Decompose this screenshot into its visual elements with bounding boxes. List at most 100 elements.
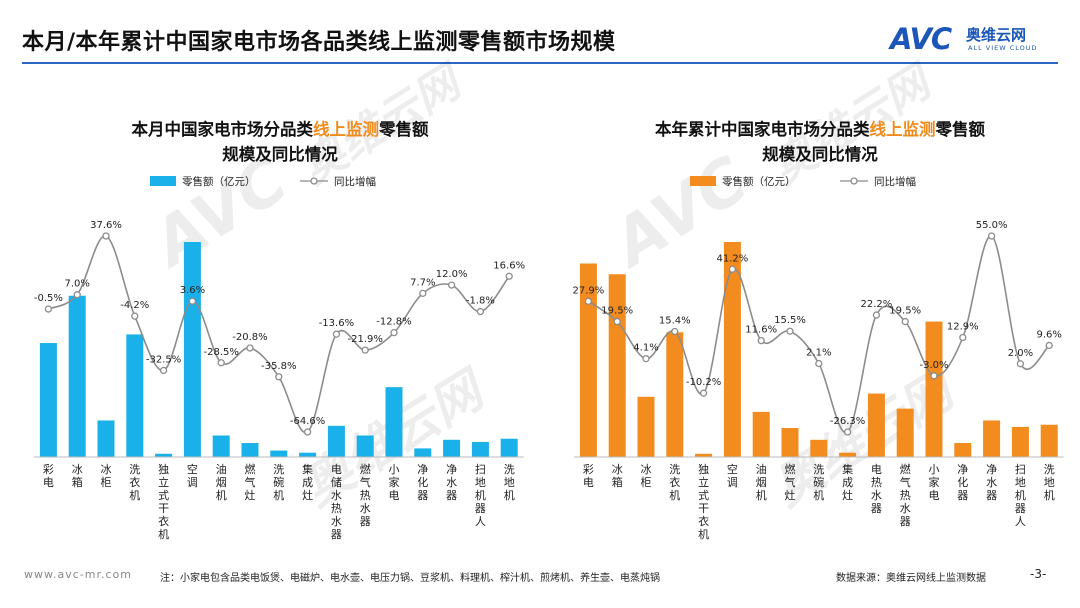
bar-5 <box>723 242 741 457</box>
growth-marker-11 <box>361 346 369 354</box>
bar-2 <box>637 396 655 457</box>
bar-4 <box>695 453 713 457</box>
logo-avc-text: AVC <box>890 22 952 56</box>
growth-label-7: -20.8% <box>232 332 267 343</box>
growth-marker-0 <box>44 305 53 313</box>
legend-line-marker <box>850 177 858 185</box>
category-label-6: 油烟机 <box>216 462 227 502</box>
legend-bar-label: 零售额（亿元） <box>722 175 796 188</box>
growth-marker-13 <box>959 333 967 342</box>
category-label-7: 燃气灶 <box>785 462 796 502</box>
growth-label-1: 19.5% <box>601 306 633 317</box>
bar-1 <box>608 274 626 457</box>
chart-title: 本年累计中国家电市场分品类线上监测零售额 <box>600 118 1040 142</box>
bar-16 <box>1040 424 1058 457</box>
growth-marker-8 <box>275 373 283 381</box>
category-label-14: 净水器 <box>986 462 997 502</box>
growth-marker-7 <box>786 327 794 335</box>
chart-title-part2: 零售额 <box>935 120 986 139</box>
category-label-6: 油烟机 <box>756 462 767 502</box>
logo-english-text: ALL VIEW CLOUD <box>968 44 1038 52</box>
growth-label-11: -21.9% <box>348 334 383 345</box>
bar-6 <box>212 435 230 457</box>
growth-label-14: 55.0% <box>976 220 1008 231</box>
bar-16 <box>500 438 518 457</box>
growth-marker-6 <box>217 359 225 367</box>
growth-marker-10 <box>872 311 881 319</box>
growth-marker-7 <box>246 344 254 352</box>
growth-label-2: 4.1% <box>633 343 658 354</box>
growth-marker-11 <box>901 317 909 326</box>
growth-marker-4 <box>159 366 168 375</box>
bar-8 <box>270 450 288 457</box>
growth-label-11: 19.5% <box>889 306 921 317</box>
bar-0 <box>39 343 57 457</box>
ytd-chart-panel: 本年累计中国家电市场分品类线上监测零售额 规模及同比情况 零售额（亿元） 同比增幅… <box>540 110 1080 550</box>
category-label-16: 洗地机 <box>504 463 515 502</box>
category-label-3: 洗衣机 <box>669 463 680 502</box>
legend-line-label: 同比增幅 <box>334 175 376 188</box>
category-label-10: 电储水热水器 <box>331 463 342 541</box>
category-label-7: 燃气灶 <box>245 462 256 502</box>
growth-marker-15 <box>1016 360 1025 368</box>
bar-14 <box>443 439 461 457</box>
bar-9 <box>299 452 317 457</box>
legend-line-label: 同比增幅 <box>874 175 916 188</box>
category-label-1: 冰箱 <box>72 463 83 489</box>
growth-label-6: 11.6% <box>745 325 777 336</box>
category-label-9: 集成灶 <box>842 462 853 502</box>
growth-marker-9 <box>843 428 852 436</box>
growth-marker-4 <box>699 389 708 397</box>
monthly-bar-line-chart: 零售额（亿元） 同比增幅 -0.5%7.0% 37.6% -4.2% -32.5% 3.6%… <box>34 175 525 541</box>
category-label-0: 彩电 <box>583 463 594 489</box>
growth-label-7: 15.5% <box>774 315 806 326</box>
growth-marker-0 <box>584 297 593 305</box>
bar-7 <box>241 443 259 457</box>
growth-marker-12 <box>390 329 398 337</box>
bar-11 <box>356 435 374 457</box>
growth-marker-10 <box>332 330 341 338</box>
growth-marker-16 <box>505 272 513 280</box>
title-divider <box>22 62 1058 64</box>
category-label-13: 净化器 <box>957 462 968 502</box>
bar-6 <box>752 411 770 457</box>
growth-marker-8 <box>815 359 823 368</box>
growth-label-12: -12.8% <box>376 317 411 328</box>
category-label-0: 彩电 <box>43 463 54 489</box>
legend-bar-swatch <box>150 176 176 186</box>
category-label-11: 燃气热水器 <box>900 462 911 528</box>
page-number: -3- <box>1030 567 1047 581</box>
growth-marker-14 <box>447 281 456 289</box>
chart-title-part1: 本年累计中国家电市场分品类 <box>655 120 870 139</box>
bar-9 <box>839 452 857 457</box>
growth-marker-3 <box>131 312 139 320</box>
footer-url[interactable]: www.avc-mr.com <box>24 568 132 581</box>
bar-2 <box>97 420 115 457</box>
growth-marker-1 <box>613 317 621 326</box>
category-label-5: 空调 <box>187 462 198 489</box>
bar-11 <box>896 408 914 457</box>
growth-label-2: 37.6% <box>90 220 122 231</box>
category-label-13: 净化器 <box>417 462 428 502</box>
bar-1 <box>68 295 86 457</box>
growth-marker-5 <box>188 297 197 305</box>
growth-marker-12 <box>930 372 938 380</box>
category-label-3: 洗衣机 <box>129 463 140 502</box>
category-label-14: 净水器 <box>446 462 457 502</box>
bar-7 <box>781 427 799 457</box>
category-label-2: 冰柜 <box>641 463 652 489</box>
chart-legend: 零售额（亿元） 同比增幅 <box>690 175 916 188</box>
growth-marker-5 <box>728 265 737 273</box>
growth-label-15: -1.8% <box>466 296 495 307</box>
category-label-8: 洗碗机 <box>273 463 284 502</box>
chart-subtitle: 规模及同比情况 <box>222 145 338 164</box>
category-label-4: 独立式干衣机 <box>698 463 709 541</box>
growth-label-0: 27.9% <box>573 285 605 296</box>
chart-title-highlight: 线上监测 <box>869 120 936 139</box>
bar-12 <box>385 387 403 457</box>
legend-bar-swatch <box>690 176 716 186</box>
growth-marker-1 <box>73 291 81 299</box>
growth-label-12: -3.0% <box>919 360 948 371</box>
chart-title-part2: 零售额 <box>379 120 429 139</box>
growth-label-8: -35.8% <box>261 361 296 372</box>
